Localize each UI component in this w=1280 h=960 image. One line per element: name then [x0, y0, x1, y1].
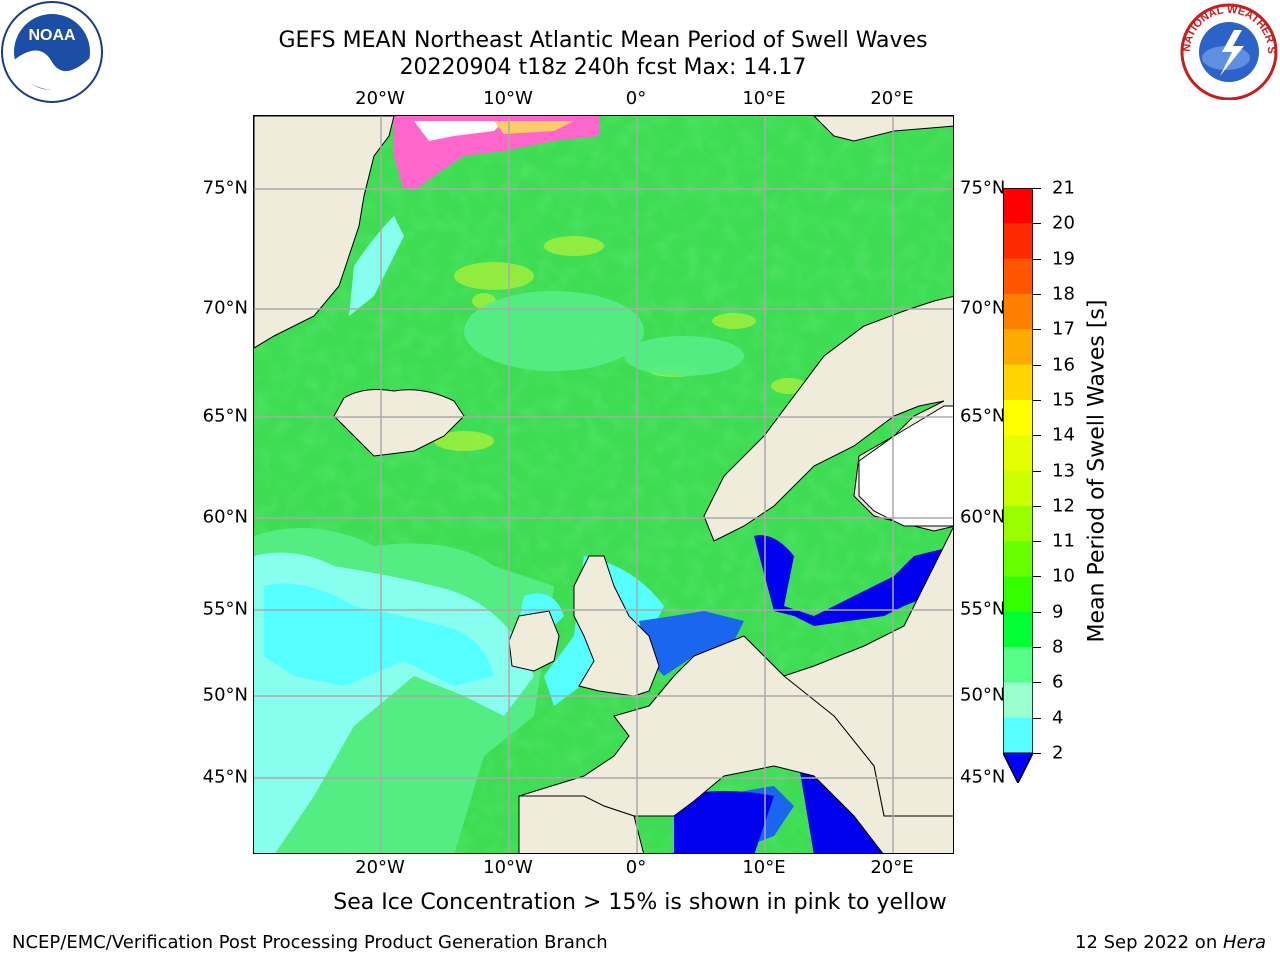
- colorbar-tick-mark: [1033, 293, 1041, 295]
- chart-title: GEFS MEAN Northeast Atlantic Mean Period…: [278, 28, 928, 53]
- colorbar-tick-label: 18: [1052, 283, 1075, 305]
- lat-label-left: 55°N: [202, 598, 248, 620]
- colorbar-band: [1003, 399, 1033, 436]
- colorbar-tick-mark: [1033, 470, 1041, 472]
- lon-label-bottom: 10°W: [483, 857, 533, 878]
- colorbar-band: [1003, 611, 1033, 648]
- colorbar-tick-label: 20: [1052, 212, 1075, 234]
- machine-name: Hera: [1222, 932, 1266, 953]
- colorbar-tick-label: 16: [1052, 354, 1075, 376]
- colorbar-tick-mark: [1033, 258, 1041, 260]
- lon-label-top: 10°W: [483, 88, 533, 109]
- colorbar-tick-mark: [1033, 329, 1041, 331]
- colorbar-tick-label: 8: [1052, 636, 1064, 658]
- lat-label-left: 65°N: [202, 405, 248, 427]
- lat-label-right: 75°N: [960, 177, 1006, 199]
- colorbar-tick-label: 2: [1052, 742, 1064, 764]
- colorbar-tick-label: 9: [1052, 601, 1064, 623]
- colorbar-band: [1003, 188, 1033, 224]
- colorbar-tick-label: 19: [1052, 248, 1075, 270]
- colorbar-tick-label: 10: [1052, 565, 1075, 587]
- colorbar-band: [1003, 647, 1033, 683]
- colorbar-tick-mark: [1033, 223, 1041, 225]
- colorbar-tick-mark: [1033, 717, 1041, 719]
- credit-text: NCEP/EMC/Verification Post Processing Pr…: [12, 932, 608, 953]
- colorbar-band: [1003, 293, 1033, 330]
- lat-label-right: 60°N: [960, 506, 1006, 528]
- colorbar-tick-label: 13: [1052, 460, 1075, 481]
- colorbar-tick-label: 15: [1052, 389, 1075, 411]
- colorbar-tick-label: 11: [1052, 530, 1075, 552]
- colorbar-tick-mark: [1033, 753, 1041, 754]
- colorbar-tick-mark: [1033, 399, 1041, 401]
- colorbar-label: Mean Period of Swell Waves [s]: [1084, 299, 1110, 643]
- colorbar-band: [1003, 576, 1033, 613]
- colorbar-tick-label: 21: [1052, 177, 1075, 199]
- chart-subtitle: 20220904 t18z 240h fcst Max: 14.17: [399, 55, 807, 80]
- lat-label-left: 45°N: [202, 766, 248, 788]
- lat-label-right: 65°N: [960, 405, 1006, 427]
- lat-label-right: 45°N: [960, 766, 1006, 788]
- colorbar-tick-label: 12: [1052, 495, 1075, 517]
- colorbar-tick-mark: [1033, 611, 1041, 613]
- lon-label-top: 20°E: [870, 88, 914, 109]
- colorbar-tick-label: 17: [1052, 318, 1075, 340]
- lat-label-right: 70°N: [960, 297, 1006, 319]
- lon-label-top: 10°E: [742, 88, 786, 109]
- map-panel: [253, 115, 954, 854]
- date-text: 12 Sep 2022 on: [1075, 932, 1223, 953]
- date-stamp: 12 Sep 2022 on Hera: [1075, 932, 1266, 953]
- sweden-masked: [858, 405, 953, 527]
- colorbar-band: [1003, 258, 1033, 295]
- colorbar-tick-mark: [1033, 576, 1041, 578]
- lon-label-bottom: 0°: [625, 857, 647, 878]
- colorbar-tick-mark: [1033, 647, 1041, 649]
- colorbar-band: [1003, 435, 1033, 471]
- map-svg: [254, 116, 953, 853]
- colorbar-tick-mark: [1033, 505, 1041, 507]
- colorbar-band: [1003, 717, 1033, 754]
- lat-label-right: 50°N: [960, 684, 1006, 706]
- colorbar-band: [1003, 364, 1033, 401]
- colorbar-tick-mark: [1033, 188, 1041, 189]
- colorbar-band: [1003, 505, 1033, 542]
- lon-label-top: 20°W: [355, 88, 405, 109]
- colorbar-tick-mark: [1033, 682, 1041, 684]
- lat-label-left: 50°N: [202, 684, 248, 706]
- lat-label-left: 60°N: [202, 506, 248, 528]
- nws-logo-icon: NATIONAL WEATHER SERVICE: [1178, 0, 1278, 100]
- colorbar-tick-label: 4: [1052, 707, 1064, 729]
- colorbar-band: [1003, 223, 1033, 260]
- graticule: [254, 116, 953, 853]
- colorbar-tick-label: 14: [1052, 424, 1075, 446]
- colorbar-band: [1003, 682, 1033, 719]
- colorbar-extend-triangle: [1003, 752, 1033, 783]
- noaa-logo-text: NOAA: [28, 27, 76, 44]
- colorbar-tick-mark: [1033, 364, 1041, 366]
- lat-label-left: 70°N: [202, 297, 248, 319]
- colorbar-tick-mark: [1033, 541, 1041, 543]
- colorbar-band: [1003, 329, 1033, 366]
- noaa-logo-icon: NOAA: [1, 1, 103, 103]
- colorbar-band: [1003, 470, 1033, 507]
- colorbar: [1003, 188, 1033, 783]
- lon-label-bottom: 20°W: [355, 857, 405, 878]
- lon-label-top: 0°: [625, 88, 647, 109]
- colorbar-tick-mark: [1033, 435, 1041, 437]
- colorbar-tick-label: 6: [1052, 671, 1064, 693]
- lon-label-bottom: 20°E: [870, 857, 914, 878]
- sea-ice-area: [394, 116, 599, 191]
- lat-label-right: 55°N: [960, 598, 1006, 620]
- colorbar-band: [1003, 541, 1033, 577]
- lon-label-bottom: 10°E: [742, 857, 786, 878]
- lat-label-left: 75°N: [202, 177, 248, 199]
- sea-ice-note: Sea Ice Concentration > 15% is shown in …: [333, 890, 947, 915]
